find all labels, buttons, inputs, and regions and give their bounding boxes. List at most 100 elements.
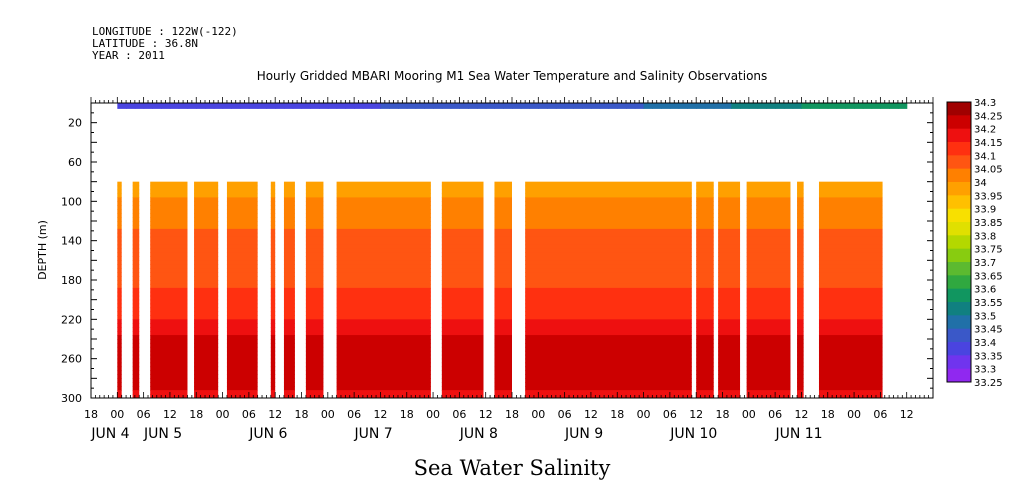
salinity-cell xyxy=(525,315,692,320)
salinity-cell xyxy=(194,390,219,395)
salinity-cell xyxy=(746,209,791,214)
y-tick-label: 20 xyxy=(68,117,82,130)
salinity-cell xyxy=(818,256,883,261)
salinity-cell xyxy=(336,354,431,360)
colorbar-label: 34 xyxy=(974,178,987,189)
salinity-cell xyxy=(226,189,258,195)
salinity-cell xyxy=(132,354,140,360)
surface-cell xyxy=(161,103,171,109)
surface-cell xyxy=(617,103,627,109)
surface-cell xyxy=(231,103,241,109)
colorbar-swatch xyxy=(947,302,971,316)
surface-cell xyxy=(512,103,522,109)
salinity-cell xyxy=(336,276,431,281)
x-tick-label: 06 xyxy=(452,408,466,421)
salinity-cell xyxy=(746,213,791,218)
salinity-cell xyxy=(117,181,122,187)
salinity-cell xyxy=(336,358,431,364)
salinity-cell xyxy=(696,236,714,242)
salinity-cell xyxy=(150,327,188,332)
salinity-cell xyxy=(336,323,431,328)
colorbar-label: 33.3 xyxy=(974,365,996,376)
surface-cell xyxy=(529,103,539,109)
salinity-cell xyxy=(305,232,324,238)
salinity-cell xyxy=(270,232,276,238)
salinity-cell xyxy=(494,280,512,285)
salinity-cell xyxy=(818,232,883,238)
colorbar-swatch xyxy=(947,355,971,370)
salinity-cell xyxy=(797,224,804,230)
colorbar-label: 33.45 xyxy=(974,325,1003,336)
surface-cell xyxy=(626,103,636,109)
salinity-cell xyxy=(194,244,219,250)
salinity-cell xyxy=(194,213,219,218)
salinity-cell xyxy=(696,362,714,368)
salinity-cell xyxy=(818,299,883,305)
y-tick-label: 100 xyxy=(61,195,82,208)
x-tick-label: 00 xyxy=(847,408,861,421)
salinity-cell xyxy=(194,228,219,234)
salinity-cell xyxy=(132,394,140,398)
salinity-cell xyxy=(150,276,188,281)
salinity-cell xyxy=(441,201,484,206)
salinity-cell xyxy=(283,264,295,269)
salinity-cell xyxy=(818,287,883,293)
salinity-cell xyxy=(336,315,431,320)
salinity-cell xyxy=(226,276,258,281)
salinity-cell xyxy=(336,280,431,285)
colorbar-swatch xyxy=(947,182,971,196)
salinity-cell xyxy=(696,307,714,313)
surface-cell xyxy=(187,103,197,109)
x-tick-label: 06 xyxy=(768,408,782,421)
x-tick-label: 00 xyxy=(742,408,756,421)
salinity-cell xyxy=(132,374,140,379)
salinity-cell xyxy=(226,354,258,360)
salinity-cell xyxy=(270,331,276,336)
salinity-cell xyxy=(718,228,741,234)
salinity-cell xyxy=(194,232,219,238)
salinity-cell xyxy=(270,221,276,226)
salinity-cell xyxy=(305,244,324,250)
colorbar-label: 33.25 xyxy=(974,378,1003,389)
salinity-cell xyxy=(226,362,258,368)
salinity-cell xyxy=(696,256,714,261)
chart-caption: Sea Water Salinity xyxy=(414,456,611,480)
salinity-cell xyxy=(283,272,295,277)
x-tick-label: 18 xyxy=(189,408,203,421)
salinity-cell xyxy=(525,189,692,195)
surface-cell xyxy=(652,103,662,109)
salinity-cell xyxy=(226,213,258,218)
surface-cell xyxy=(713,103,724,109)
salinity-cell xyxy=(150,354,188,360)
salinity-cell xyxy=(525,236,692,242)
salinity-cell xyxy=(226,339,258,344)
x-tick-label: 00 xyxy=(637,408,651,421)
salinity-cell xyxy=(818,205,883,210)
salinity-cell xyxy=(226,264,258,269)
salinity-cell xyxy=(194,374,219,379)
salinity-cell xyxy=(283,299,295,305)
salinity-cell xyxy=(132,244,140,250)
salinity-cell xyxy=(132,295,140,301)
x-tick-label: 12 xyxy=(163,408,177,421)
salinity-cell xyxy=(226,390,258,395)
salinity-cell xyxy=(718,185,741,191)
salinity-cell xyxy=(696,224,714,230)
salinity-cell xyxy=(270,193,276,198)
salinity-cell xyxy=(718,193,741,198)
salinity-cell xyxy=(150,350,188,356)
salinity-cell xyxy=(305,319,324,324)
surface-cell xyxy=(818,103,829,109)
surface-cell xyxy=(538,103,548,109)
surface-cell xyxy=(354,103,364,109)
salinity-cell xyxy=(117,342,122,348)
colorbar-swatch xyxy=(947,275,971,290)
salinity-cell xyxy=(194,221,219,226)
salinity-cell xyxy=(494,303,512,309)
salinity-cell xyxy=(746,193,791,198)
salinity-cell xyxy=(441,374,484,379)
salinity-cell xyxy=(150,299,188,305)
salinity-cell xyxy=(336,272,431,277)
salinity-cell xyxy=(818,323,883,328)
salinity-cell xyxy=(132,193,140,198)
